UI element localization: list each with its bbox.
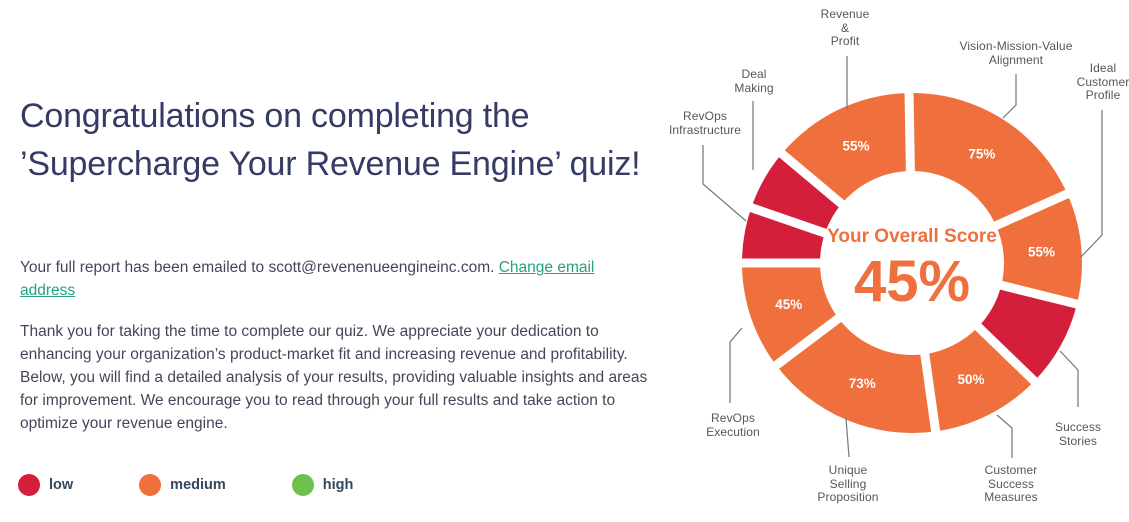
segment-gap (773, 145, 850, 212)
donut-segment (996, 193, 1082, 305)
segment-score-label: 50% (958, 372, 985, 387)
donut-segment (776, 318, 936, 434)
page-title: Congratulations on completing the ’Super… (20, 97, 641, 183)
legend-label-medium: medium (170, 477, 226, 493)
change-email-link[interactable]: Change email address (20, 259, 595, 299)
segment-gap (993, 279, 1085, 311)
donut-segment (924, 326, 1035, 432)
label-leader-line (1059, 350, 1079, 407)
legend-label-high: high (322, 477, 354, 493)
legend-item-medium: medium (139, 474, 226, 496)
segment-score-label: 75% (968, 146, 995, 161)
score-legend: low medium high (18, 474, 353, 496)
overall-score-value: 45% (853, 249, 971, 314)
email-status-text: Your full report has been emailed to sco… (20, 259, 499, 276)
segment-label: Revenue & Profit (820, 7, 870, 48)
donut-segment (751, 153, 842, 234)
low-dot-icon (18, 474, 40, 496)
label-leader-line (1002, 74, 1017, 119)
segment-label: Ideal Customer Profile (1076, 61, 1129, 102)
segment-label: Deal Making (734, 67, 774, 95)
segment-label: RevOps Execution (706, 411, 760, 439)
segment-label: RevOps Infrastructure (668, 109, 742, 137)
segment-score-label: 73% (849, 376, 876, 391)
legend-label-low: low (49, 477, 74, 493)
label-leader-line (845, 417, 850, 458)
segment-gap (904, 85, 916, 179)
high-dot-icon (291, 474, 314, 496)
segment-gap (987, 186, 1076, 233)
email-status-line: Your full report has been emailed to sco… (20, 256, 600, 302)
segment-gap (767, 310, 847, 374)
segment-score-label: 55% (1028, 245, 1055, 260)
intro-paragraph: Thank you for taking the time to complet… (20, 323, 648, 432)
donut-segment (742, 207, 826, 263)
segment-score-label: 55% (843, 139, 870, 154)
segment-label: Unique Selling Proposition (817, 463, 879, 504)
segment-gap (970, 318, 1043, 390)
medium-dot-icon (139, 474, 162, 496)
donut-segment (978, 285, 1077, 382)
donut-segment (781, 93, 911, 204)
label-leader-line (702, 145, 747, 222)
legend-item-high: high (291, 474, 354, 496)
overall-score-title: Your Overall Score (827, 226, 997, 247)
donut-segment (909, 93, 1068, 226)
segment-label: Vision-Mission-Value Alignment (959, 39, 1073, 67)
label-leader-line (1080, 110, 1103, 258)
segment-score-label: 45% (775, 297, 802, 312)
legend-item-low: low (18, 474, 73, 496)
segment-label: Customer Success Measures (984, 463, 1038, 504)
segment-gap (743, 201, 834, 240)
segment-gap (919, 346, 942, 439)
segment-label: Success Stories (1054, 420, 1102, 448)
donut-segment (742, 263, 839, 366)
label-leader-line (729, 327, 743, 403)
label-leader-line (996, 414, 1013, 458)
